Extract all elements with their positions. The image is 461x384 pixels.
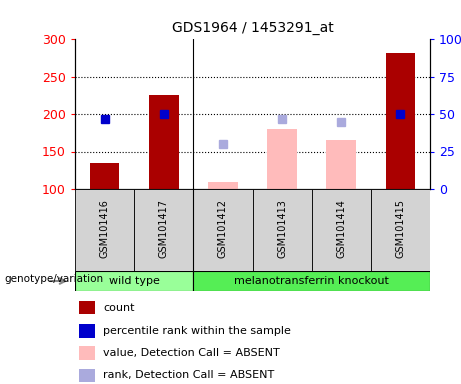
Text: count: count — [103, 303, 135, 313]
Bar — [253, 189, 312, 271]
Bar — [326, 140, 356, 189]
Text: percentile rank within the sample: percentile rank within the sample — [103, 326, 291, 336]
Text: GSM101415: GSM101415 — [396, 199, 405, 258]
Text: rank, Detection Call = ABSENT: rank, Detection Call = ABSENT — [103, 371, 274, 381]
Text: GSM101413: GSM101413 — [277, 199, 287, 258]
Bar — [75, 271, 193, 291]
Bar — [208, 182, 238, 189]
Text: GSM101417: GSM101417 — [159, 199, 169, 258]
Bar — [385, 53, 415, 189]
Bar — [79, 346, 95, 360]
Text: wild type: wild type — [109, 276, 160, 286]
Bar — [134, 189, 193, 271]
Text: value, Detection Call = ABSENT: value, Detection Call = ABSENT — [103, 348, 280, 358]
Bar — [149, 94, 178, 189]
Bar — [312, 189, 371, 271]
Bar — [90, 163, 119, 189]
Bar — [267, 129, 297, 189]
Bar — [193, 271, 430, 291]
Bar — [193, 189, 253, 271]
Text: GSM101412: GSM101412 — [218, 199, 228, 258]
Title: GDS1964 / 1453291_at: GDS1964 / 1453291_at — [171, 21, 333, 35]
Text: GSM101414: GSM101414 — [336, 199, 346, 258]
Text: genotype/variation: genotype/variation — [5, 274, 104, 284]
Bar — [75, 189, 134, 271]
Bar — [79, 369, 95, 382]
Text: melanotransferrin knockout: melanotransferrin knockout — [234, 276, 389, 286]
Bar — [371, 189, 430, 271]
Text: GSM101416: GSM101416 — [100, 199, 110, 258]
Bar — [79, 301, 95, 314]
Bar — [79, 324, 95, 338]
